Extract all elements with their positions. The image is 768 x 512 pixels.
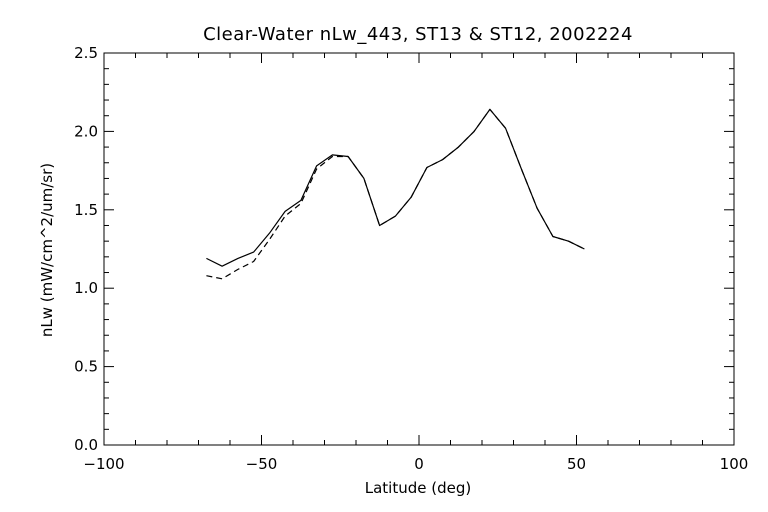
y-tick-label: 0.5 (74, 358, 98, 376)
series-lines (206, 108, 585, 280)
dashed-series-line (206, 108, 585, 280)
x-axis-label: Latitude (deg) (365, 479, 471, 497)
y-tick-label: 0.0 (74, 436, 98, 454)
x-tick-label: −50 (246, 455, 278, 473)
solid-series-line (206, 108, 585, 267)
x-tick-label: −100 (83, 455, 124, 473)
y-tick-label: 1.0 (74, 279, 98, 297)
x-tick-label: 50 (567, 455, 586, 473)
x-tick-label: 0 (414, 455, 424, 473)
plot-frame (103, 52, 735, 446)
chart-title: Clear-Water nLw_443, ST13 & ST12, 200222… (203, 24, 633, 45)
x-tick-label: 100 (720, 455, 749, 473)
y-tick-label: 2.0 (74, 122, 98, 140)
y-tick-label: 2.5 (74, 44, 98, 62)
tick-labels: −100 −50 0 50 100 0.0 0.5 1.0 1.5 2.0 2.5 (74, 44, 748, 473)
y-axis-label: nLw (mW/cm^2/um/sr) (38, 163, 56, 337)
y-tick-label: 1.5 (74, 201, 98, 219)
axis-ticks (103, 52, 735, 446)
